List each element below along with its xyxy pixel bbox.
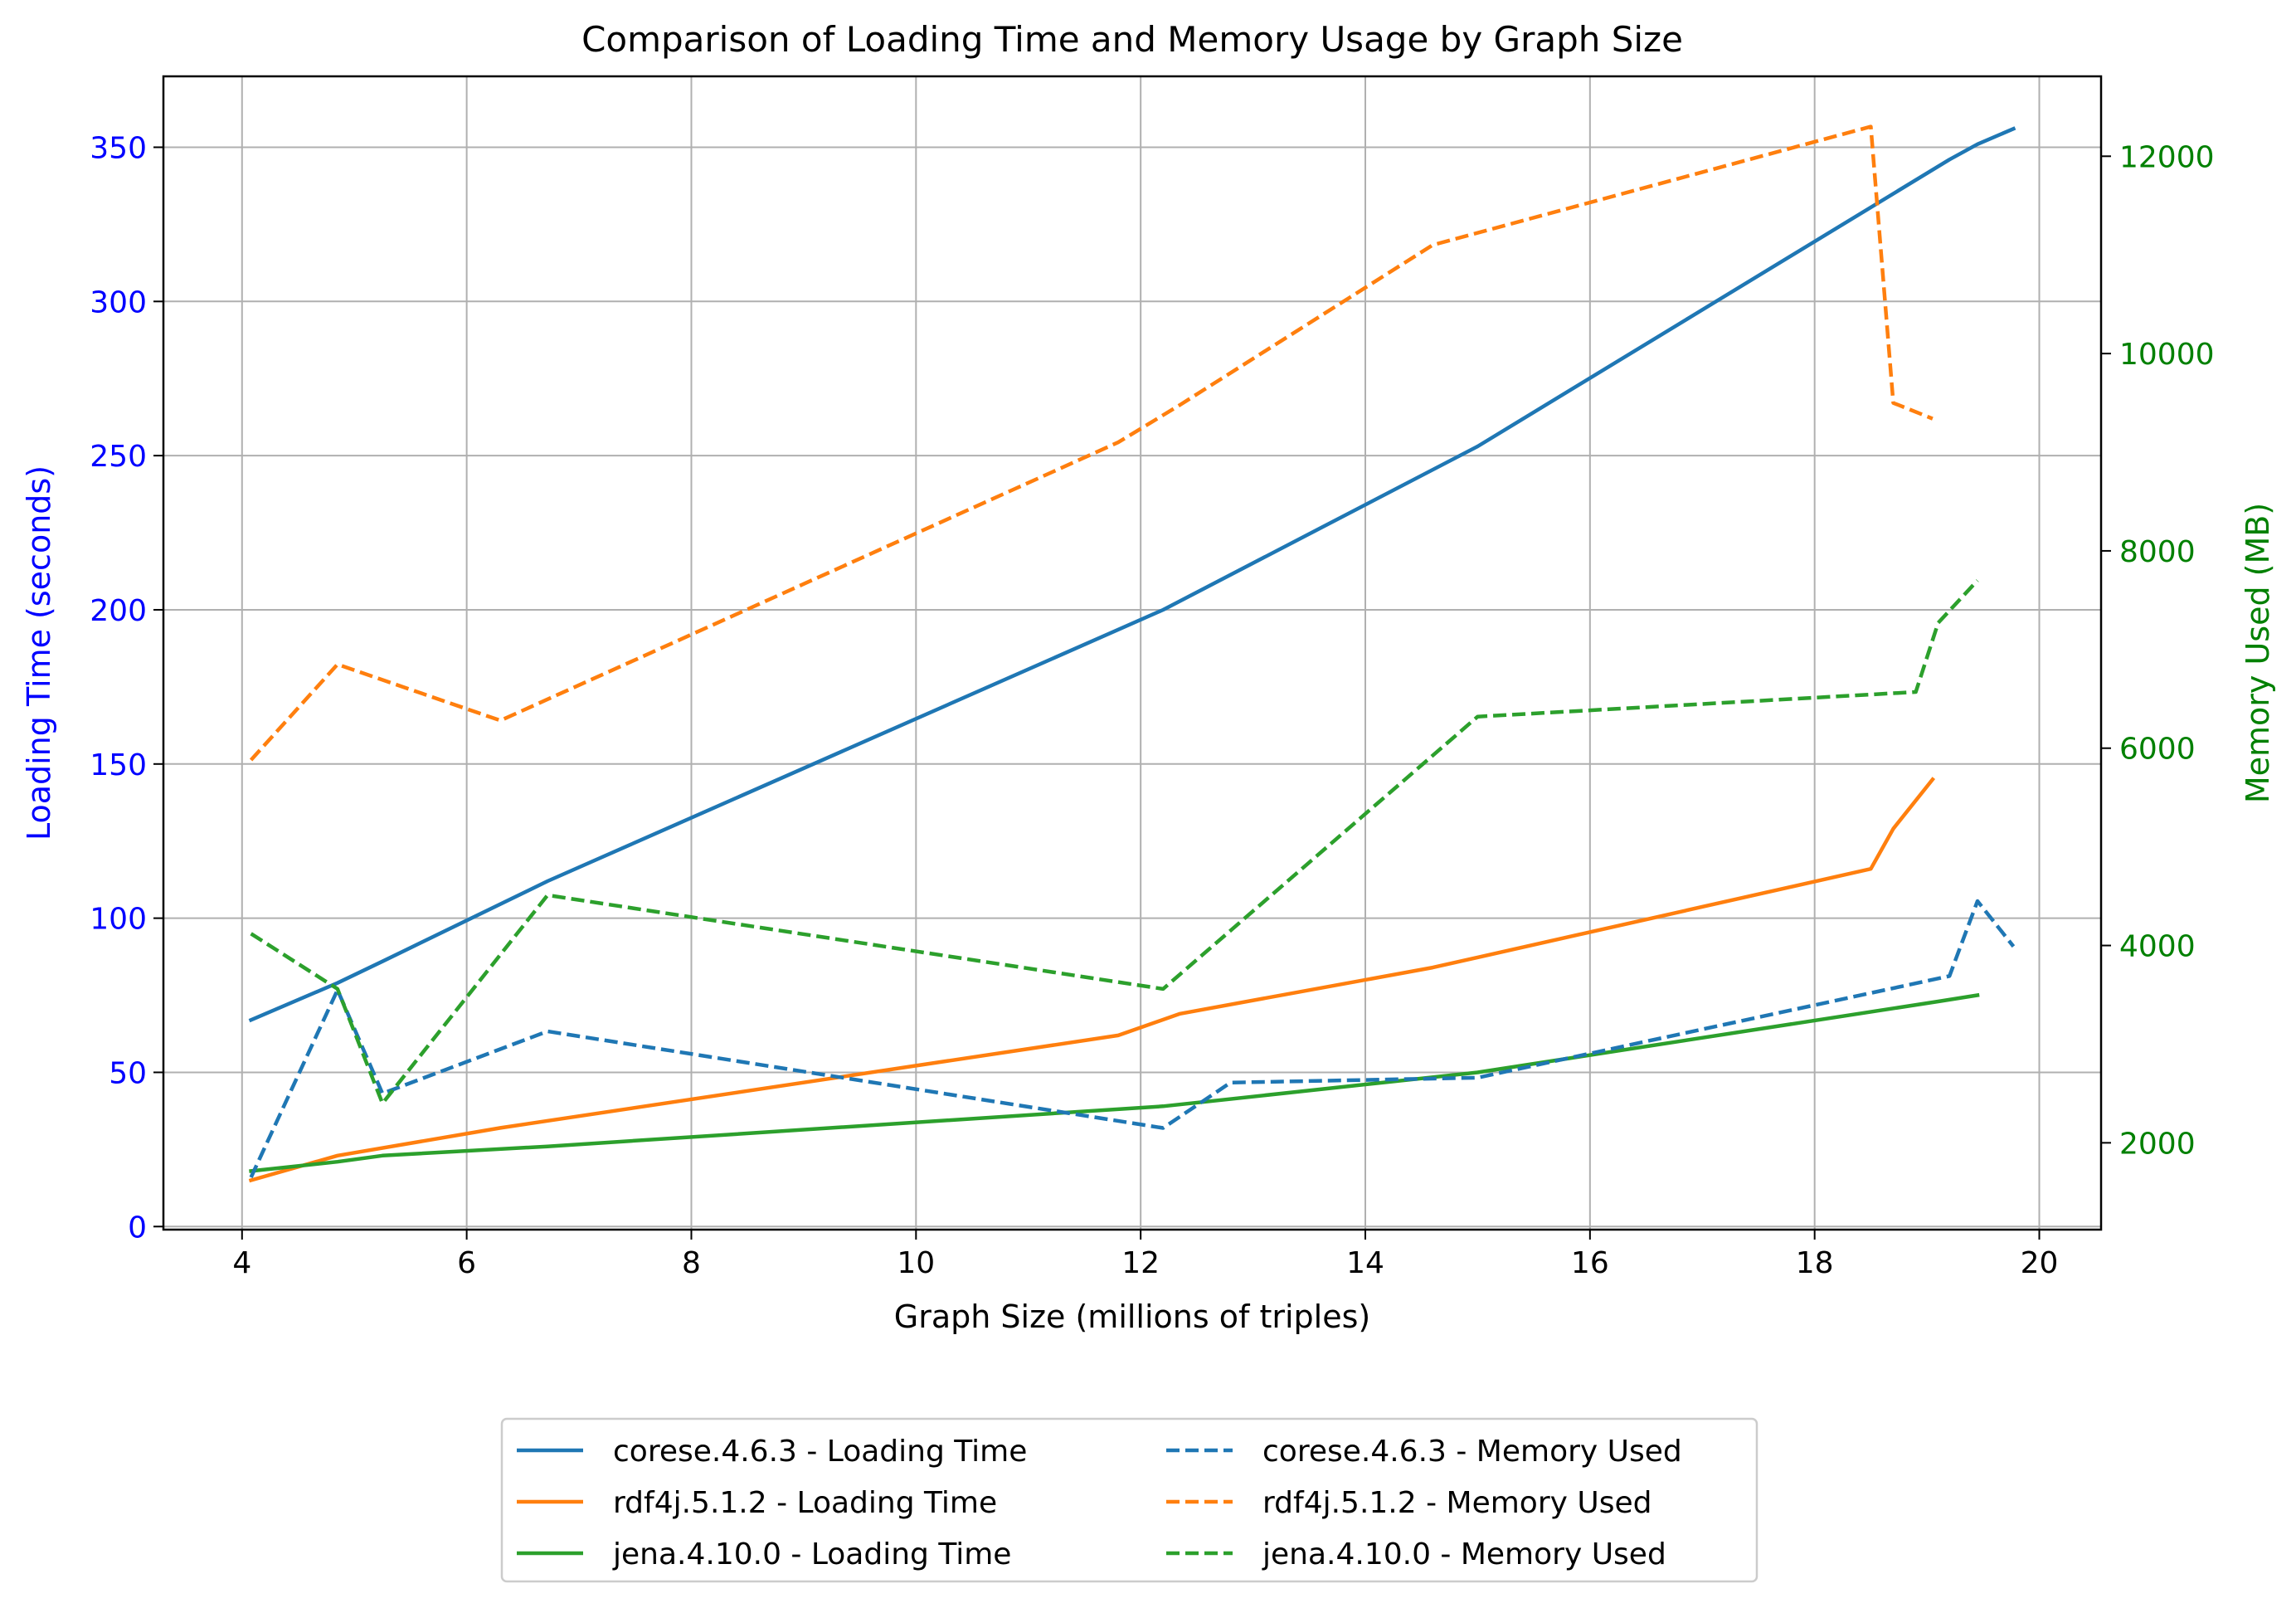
y-axis-label-left: Loading Time (seconds) <box>21 465 57 840</box>
x-tick-label: 12 <box>1121 1246 1160 1280</box>
series-line <box>248 126 2016 1023</box>
y-axis-label-right: Memory Used (MB) <box>2240 503 2276 803</box>
y-tick-label: 250 <box>90 440 147 474</box>
legend-frame <box>500 1417 1758 1583</box>
legend-entry: rdf4j.5.1.2 - Loading Time <box>613 1486 997 1520</box>
series-line <box>250 579 1979 1106</box>
series-layer <box>248 124 2016 1183</box>
legend: corese.4.6.3 - Loading Time rdf4j.5.1.2 -… <box>500 1417 1758 1583</box>
y-tick-label: 150 <box>90 748 147 782</box>
series-line <box>249 992 1980 1173</box>
x-tick-label: 16 <box>1571 1246 1609 1280</box>
y-tick-label: 0 <box>128 1211 147 1245</box>
y2-tick-label: 12000 <box>2119 140 2215 174</box>
y2-tick-label: 2000 <box>2119 1127 2196 1161</box>
y-tick-label: 300 <box>90 285 147 319</box>
series-line <box>249 124 1934 762</box>
x-tick-label: 10 <box>897 1246 935 1280</box>
y-axis-right: 2000 4000 6000 8000 10000 12000 <box>2101 140 2215 1161</box>
y2-tick-label: 4000 <box>2119 930 2196 964</box>
x-tick-label: 18 <box>1796 1246 1834 1280</box>
x-axis: 4 6 8 10 12 14 16 18 20 <box>232 1230 2058 1280</box>
x-tick-label: 6 <box>457 1246 476 1280</box>
x-tick-label: 4 <box>232 1246 251 1280</box>
y-tick-label: 100 <box>90 903 147 937</box>
x-tick-label: 20 <box>2021 1246 2059 1280</box>
legend-entry: corese.4.6.3 - Memory Used <box>1262 1435 1682 1469</box>
legend-entry: jena.4.10.0 - Loading Time <box>612 1537 1011 1571</box>
x-axis-label: Graph Size (millions of triples) <box>894 1298 1370 1335</box>
chart-title: Comparison of Loading Time and Memory Us… <box>581 19 1683 60</box>
legend-entry: jena.4.10.0 - Memory Used <box>1262 1537 1666 1571</box>
x-tick-label: 14 <box>1346 1246 1384 1280</box>
y2-tick-label: 10000 <box>2119 338 2215 372</box>
y2-tick-label: 8000 <box>2119 535 2196 569</box>
y-tick-label: 50 <box>109 1056 147 1090</box>
grid <box>163 76 2101 1230</box>
series-line <box>249 899 2016 1178</box>
y-tick-label: 350 <box>90 131 147 165</box>
y-axis-left: 0 50 100 150 200 250 300 350 <box>90 131 163 1245</box>
y2-tick-label: 6000 <box>2119 733 2196 767</box>
y-tick-label: 200 <box>90 594 147 628</box>
plot-frame <box>162 75 2103 1231</box>
legend-entry: corese.4.6.3 - Loading Time <box>613 1435 1027 1469</box>
series-line <box>248 777 1936 1183</box>
legend-entry: rdf4j.5.1.2 - Memory Used <box>1262 1486 1651 1520</box>
x-tick-label: 8 <box>682 1246 701 1280</box>
